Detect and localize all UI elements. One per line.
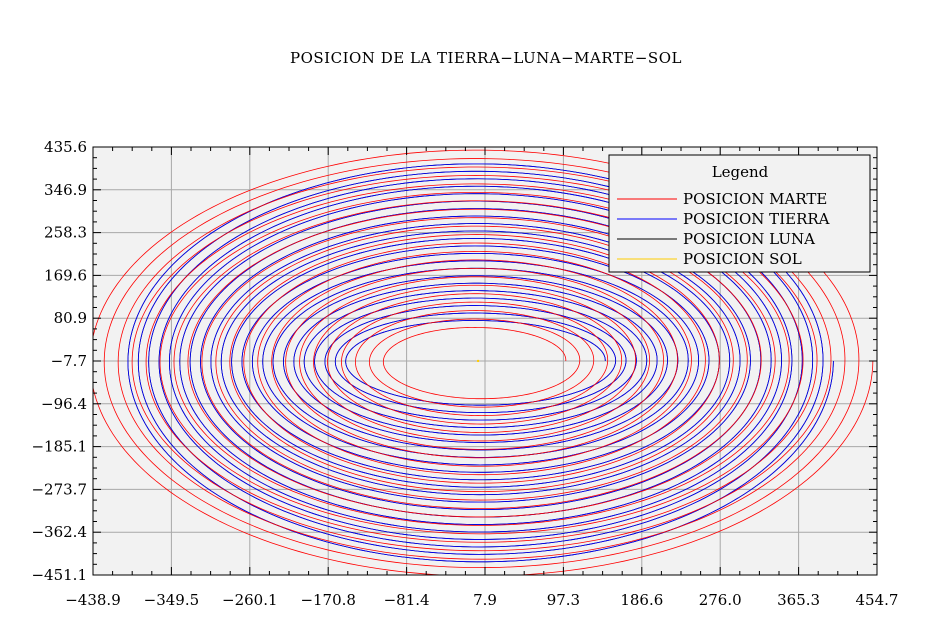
x-tick-label: 97.3 xyxy=(547,591,580,609)
x-tick-labels: −438.9 −349.5 −260.1 −170.8 −81.4 7.9 97.3 186.… xyxy=(65,591,898,609)
legend-label-posicion-tierra: POSICION TIERRA xyxy=(683,210,830,228)
x-tick-label: −438.9 xyxy=(65,591,121,609)
legend-label-posicion-sol: POSICION SOL xyxy=(683,250,802,268)
y-tick-labels: 435.6 346.9 258.3 169.6 80.9 −7.7 −96.4 −185.1 −… xyxy=(31,138,87,584)
y-tick-label: −185.1 xyxy=(31,438,87,456)
y-tick-label: 435.6 xyxy=(44,138,87,156)
series-point-posicion-sol xyxy=(476,359,480,363)
chart-title: POSICION DE LA TIERRA−LUNA−MARTE−SOL xyxy=(290,49,682,67)
x-tick-label: −349.5 xyxy=(144,591,200,609)
x-tick-label: 7.9 xyxy=(473,591,497,609)
series-group xyxy=(93,149,874,575)
series-clip xyxy=(93,149,874,575)
y-tick-label: 169.6 xyxy=(44,266,87,284)
legend-entries: POSICION MARTE POSICION TIERRA POSICION LU… xyxy=(617,190,830,268)
y-tick-label: 346.9 xyxy=(44,181,87,199)
x-tick-label: 186.6 xyxy=(620,591,663,609)
legend-box xyxy=(608,154,871,273)
y-tick-label: −362.4 xyxy=(31,523,87,541)
x-tick-label: 276.0 xyxy=(699,591,742,609)
legend-title: Legend xyxy=(712,163,769,181)
y-tick-label: −451.1 xyxy=(31,566,87,584)
axis-ticks xyxy=(92,146,878,576)
y-tick-label: −7.7 xyxy=(51,352,87,370)
x-tick-label: −260.1 xyxy=(222,591,278,609)
y-tick-label: −96.4 xyxy=(41,395,87,413)
y-tick-label: −273.7 xyxy=(31,480,87,498)
x-tick-label: 454.7 xyxy=(856,591,899,609)
y-tick-label: 258.3 xyxy=(44,224,87,242)
series-line-posicion-marte xyxy=(93,149,874,575)
x-tick-label: 365.3 xyxy=(777,591,820,609)
x-tick-label: −170.8 xyxy=(300,591,356,609)
legend-label-posicion-marte: POSICION MARTE xyxy=(683,190,827,208)
legend-label-posicion-luna: POSICION LUNA xyxy=(683,230,815,248)
x-tick-label: −81.4 xyxy=(384,591,430,609)
y-tick-label: 80.9 xyxy=(54,309,87,327)
